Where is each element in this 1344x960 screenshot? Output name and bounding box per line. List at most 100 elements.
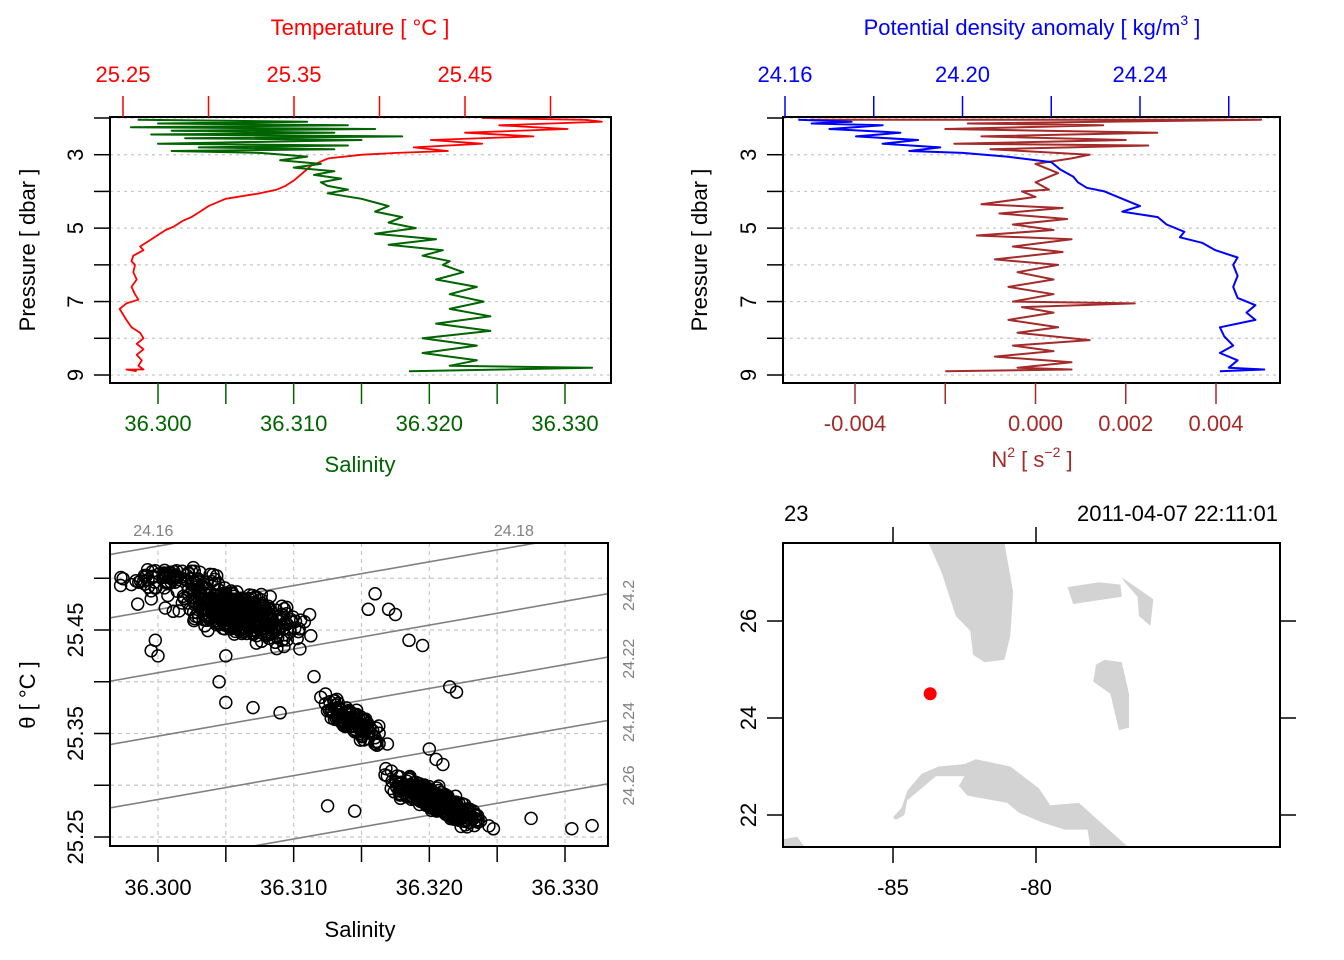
temperature-axis: 25.25 25.35 25.45 [95, 62, 552, 117]
salinity-tick-label: 36.330 [531, 411, 598, 436]
ts-point [302, 607, 317, 622]
ts-point [222, 619, 237, 633]
salinity-axis-label: Salinity [325, 452, 396, 477]
salinity-tick-label: 36.320 [396, 875, 463, 900]
land-cuba [893, 759, 1128, 847]
ts-point [292, 622, 306, 636]
salinity-line [129, 118, 594, 373]
ts-point [402, 633, 416, 648]
ts-point [200, 592, 214, 607]
n2-tick-label: -0.004 [824, 411, 886, 436]
ts-point [148, 564, 163, 578]
ts-point [415, 638, 430, 653]
ts-point [293, 642, 307, 656]
temperature-tick-label: 25.35 [266, 62, 321, 87]
ts-point [348, 712, 363, 727]
pressure-axis: 3 5 7 9 [63, 117, 110, 381]
station-time-label: 2011-04-07 22:11:01 [1077, 501, 1278, 526]
land-florida [928, 543, 1014, 663]
ts-point [468, 814, 483, 828]
land-grand-bahama [1067, 582, 1122, 604]
ts-point [370, 738, 384, 752]
ts-point [422, 799, 436, 813]
ts-point [226, 615, 241, 629]
ts-diagram-grid [110, 543, 608, 846]
ts-point [304, 629, 318, 643]
ts-point [344, 719, 358, 734]
ts-point [349, 703, 364, 717]
density-tick-label: 24.16 [757, 62, 812, 87]
isopycnal-label: 24.18 [494, 523, 534, 540]
ts-point [218, 586, 232, 600]
n2-tick-label: 0.000 [1008, 411, 1063, 436]
ts-point [187, 564, 202, 578]
ts-point [459, 811, 474, 825]
ts-point [400, 790, 414, 804]
ts-point [132, 575, 146, 589]
ts-point [462, 805, 476, 819]
latitude-tick-label: 26 [736, 609, 761, 633]
isopycnal-label: 24.26 [621, 765, 638, 805]
longitude-tick-label: -85 [877, 875, 909, 900]
salinity-tick-label: 36.300 [124, 411, 191, 436]
ts-point [219, 649, 233, 663]
ts-point [407, 782, 421, 796]
pressure-tick-label: 9 [736, 369, 761, 381]
salinity-tick-label: 36.320 [396, 411, 463, 436]
ts-point [372, 736, 386, 751]
ts-point [423, 785, 437, 799]
density-line [798, 118, 1266, 373]
ts-point [361, 602, 376, 617]
pressure-tick-label: 5 [63, 222, 88, 234]
ts-point [347, 804, 362, 818]
ts-point [145, 570, 160, 585]
ts-point [331, 696, 346, 711]
ts-point [151, 649, 165, 663]
ts-point [158, 601, 173, 615]
density-axis-label: Potential density anomaly [ kg/m3 ] [864, 12, 1201, 40]
ts-point [486, 822, 501, 836]
ts-point [565, 821, 579, 836]
temperature-tick-label: 25.45 [437, 62, 492, 87]
ts-point [438, 801, 453, 815]
ts-point [219, 695, 233, 710]
station-map-panel: -85 -80 22 24 26 23 2011-04-07 22:11:01 [736, 501, 1296, 900]
latitude-tick-label: 22 [736, 803, 761, 827]
station-marker [923, 687, 937, 701]
ts-point [314, 690, 328, 705]
theta-axis: 25.25 25.35 25.45 [63, 577, 110, 865]
longitude-tick-label: -80 [1020, 875, 1052, 900]
ts-point [388, 607, 403, 622]
ts-point [422, 742, 437, 756]
isopycnal-line [249, 782, 608, 846]
ts-point [422, 791, 437, 805]
ts-point [233, 593, 248, 608]
station-marker-group [923, 687, 937, 701]
theta-axis-label: θ [ °C ] [15, 661, 40, 728]
ts-point [239, 618, 254, 633]
temperature-axis-label: Temperature [ °C ] [271, 15, 450, 40]
density-tick-label: 24.24 [1112, 62, 1167, 87]
isopycnal-label: 24.24 [621, 702, 638, 742]
ts-point [324, 704, 339, 719]
station-map-frame [782, 542, 1281, 848]
pressure-tick-label: 5 [736, 222, 761, 234]
temperature-line [118, 117, 603, 373]
station-id-label: 23 [784, 501, 808, 526]
n2-tick-label: 0.004 [1188, 411, 1243, 436]
density-profile-frame [782, 116, 1281, 384]
ts-point [429, 752, 443, 767]
ts-point [217, 596, 232, 611]
ts-point [359, 718, 373, 732]
pressure-axis-label-2: Pressure [ dbar ] [687, 169, 712, 332]
ts-point [172, 604, 186, 618]
ts-point [331, 711, 346, 725]
ts-point [113, 578, 128, 593]
pressure-axis-2: 3 5 7 9 [736, 117, 783, 381]
isopycnal-line [110, 543, 181, 556]
ts-point [268, 635, 283, 650]
ts-point [234, 601, 248, 615]
n2-tick-label: 0.002 [1098, 411, 1153, 436]
n2-axis-label: N2 [ s−2 ] [991, 444, 1072, 472]
